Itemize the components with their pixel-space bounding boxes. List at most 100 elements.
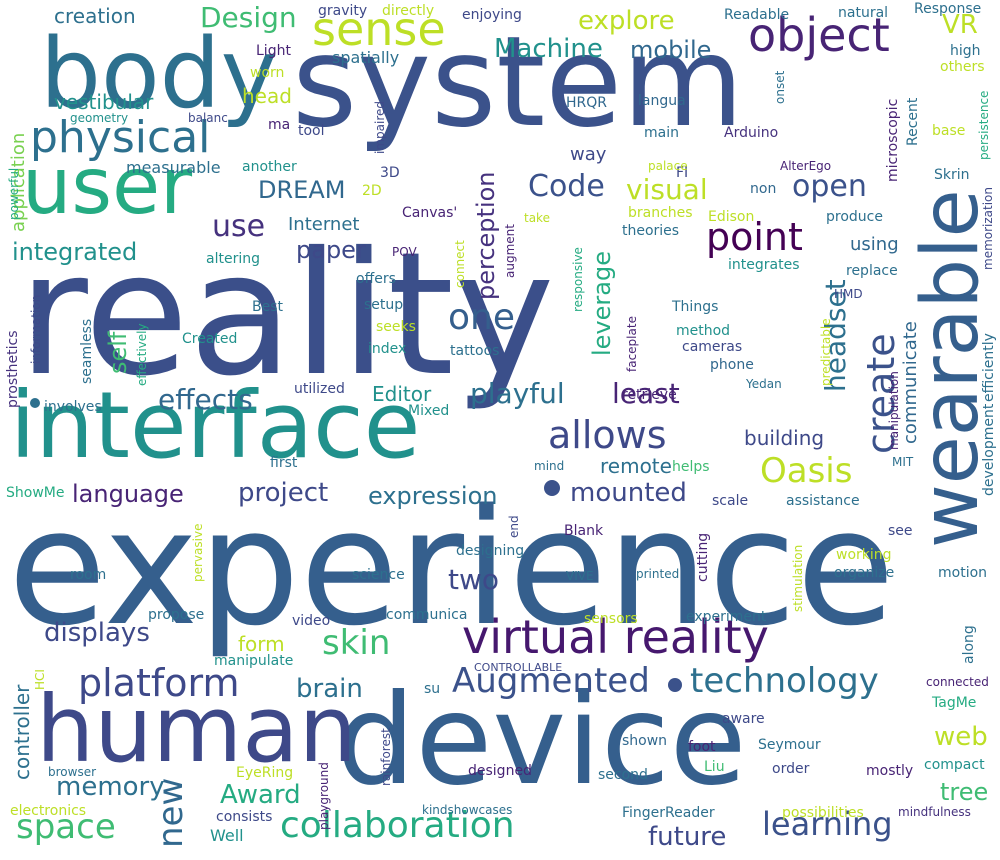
word-manipulate: manipulate (214, 653, 294, 669)
word-powerful: powerful (7, 167, 21, 220)
word-language: language (72, 480, 184, 508)
word-microscopic: microscopic (885, 98, 901, 182)
word-canvas: Canvas' (402, 205, 458, 221)
word-non: non (750, 181, 777, 197)
word-seeks: seeks (376, 319, 416, 335)
word-brain: brain (296, 674, 363, 704)
word-object: object (748, 8, 890, 62)
word-expression: expression (368, 482, 498, 510)
word-integrates: integrates (728, 257, 800, 273)
word-memory: memory (56, 772, 165, 802)
word-main: main (644, 125, 679, 141)
word-onset: onset (773, 70, 787, 104)
word-propose: propose (148, 607, 205, 623)
word-body: body (40, 18, 278, 130)
word-stimulation: stimulation (791, 544, 805, 612)
word-learning: learning (762, 805, 893, 843)
word-editor: Editor (372, 382, 432, 406)
word-pov: POV (392, 245, 417, 259)
word-light: Light (256, 43, 291, 59)
word-hmd: HMD (834, 287, 863, 301)
word-fi: FI (676, 165, 689, 181)
word-possibilities: possibilities (782, 805, 864, 821)
word-mindfulness: mindfulness (898, 805, 971, 819)
word-organize: organize (834, 565, 895, 581)
word-arduino: Arduino (724, 125, 779, 141)
word-web: web (934, 722, 988, 752)
word-two: two (448, 563, 500, 596)
word-seamless: seamless (79, 318, 95, 384)
word-human: human (36, 676, 357, 783)
word-wearable: wearable (906, 189, 996, 548)
word-showme: ShowMe (6, 485, 65, 501)
word-collaboration: collaboration (280, 805, 515, 846)
word-balanc: balanc (188, 111, 228, 125)
word-form: form (238, 632, 285, 656)
word-mind: mind (534, 459, 565, 473)
word-along: along (961, 625, 977, 664)
word-worn: worn (250, 65, 285, 81)
word-technology: technology (690, 661, 879, 701)
word-edison: Edison (708, 209, 755, 225)
word-perception: perception (472, 171, 500, 300)
word-electronics: electronics (10, 803, 87, 819)
word-created: Created (182, 331, 238, 347)
word-controllable: CONTROLLABLE (474, 661, 563, 674)
word-user: user (22, 142, 193, 232)
word-others: others (940, 59, 985, 75)
word-machine: Machine (494, 34, 603, 64)
word-prosthetics: prosthetics (5, 330, 21, 408)
word-response: Response (914, 1, 982, 17)
word-experiment: experiment (686, 609, 767, 625)
word-memorization: memorization (981, 186, 995, 270)
word-sense: sense (312, 2, 446, 56)
word-explore: explore (578, 6, 675, 36)
word-mobile: mobile (630, 36, 712, 64)
word-mostly: mostly (866, 763, 914, 779)
word-yedan: Yedan (746, 377, 782, 391)
word-physical: physical (30, 112, 211, 163)
word-offers: offers (356, 271, 396, 287)
word-cameras: cameras (682, 339, 743, 355)
word-seymour: Seymour (758, 737, 821, 753)
word-designing: designing (456, 543, 525, 559)
word-project: project (238, 478, 329, 508)
word-room: room (70, 567, 107, 583)
word-mixed: Mixed (408, 403, 450, 419)
word-creation: creation (54, 4, 136, 28)
word-produce: produce (826, 209, 883, 225)
word-palace: palace (648, 159, 688, 173)
dot-marker (544, 480, 560, 496)
word-things: Things (672, 299, 719, 315)
word-retrieve: retrieve (622, 387, 677, 403)
word-involves: involves (44, 399, 102, 415)
word-augmented: Augmented (452, 661, 650, 701)
word-controller: controller (10, 684, 34, 780)
word-vestibular: vestibular (54, 90, 154, 114)
word-browser: browser (48, 765, 97, 779)
word-branches: branches (628, 205, 693, 221)
word-natural: natural (838, 5, 889, 21)
word-head: head (242, 84, 292, 108)
word-remote: remote (600, 454, 672, 478)
word-alterego: AlterEgo (780, 159, 832, 173)
word-use: use (212, 209, 266, 244)
word-2d: 2D (362, 183, 382, 199)
word-aware: aware (722, 711, 765, 727)
word-device: device (336, 668, 747, 813)
word-playground: playground (317, 762, 331, 830)
word-assistance: assistance (786, 493, 860, 509)
word-altering: altering (206, 251, 260, 267)
word-well: Well (210, 826, 244, 845)
word-take: take (524, 211, 550, 225)
word-reality: reality (18, 216, 555, 414)
word-least: least (612, 377, 680, 410)
word-recent: Recent (905, 97, 921, 146)
word-mit: MIT (892, 455, 914, 469)
word-interface: interface (10, 372, 421, 479)
word-see: see (888, 523, 913, 539)
word-working: working (836, 547, 892, 563)
word-tree: tree (940, 778, 989, 806)
word-rainforest: rainforest (379, 728, 393, 786)
word-faceplate: faceplate (625, 316, 639, 372)
